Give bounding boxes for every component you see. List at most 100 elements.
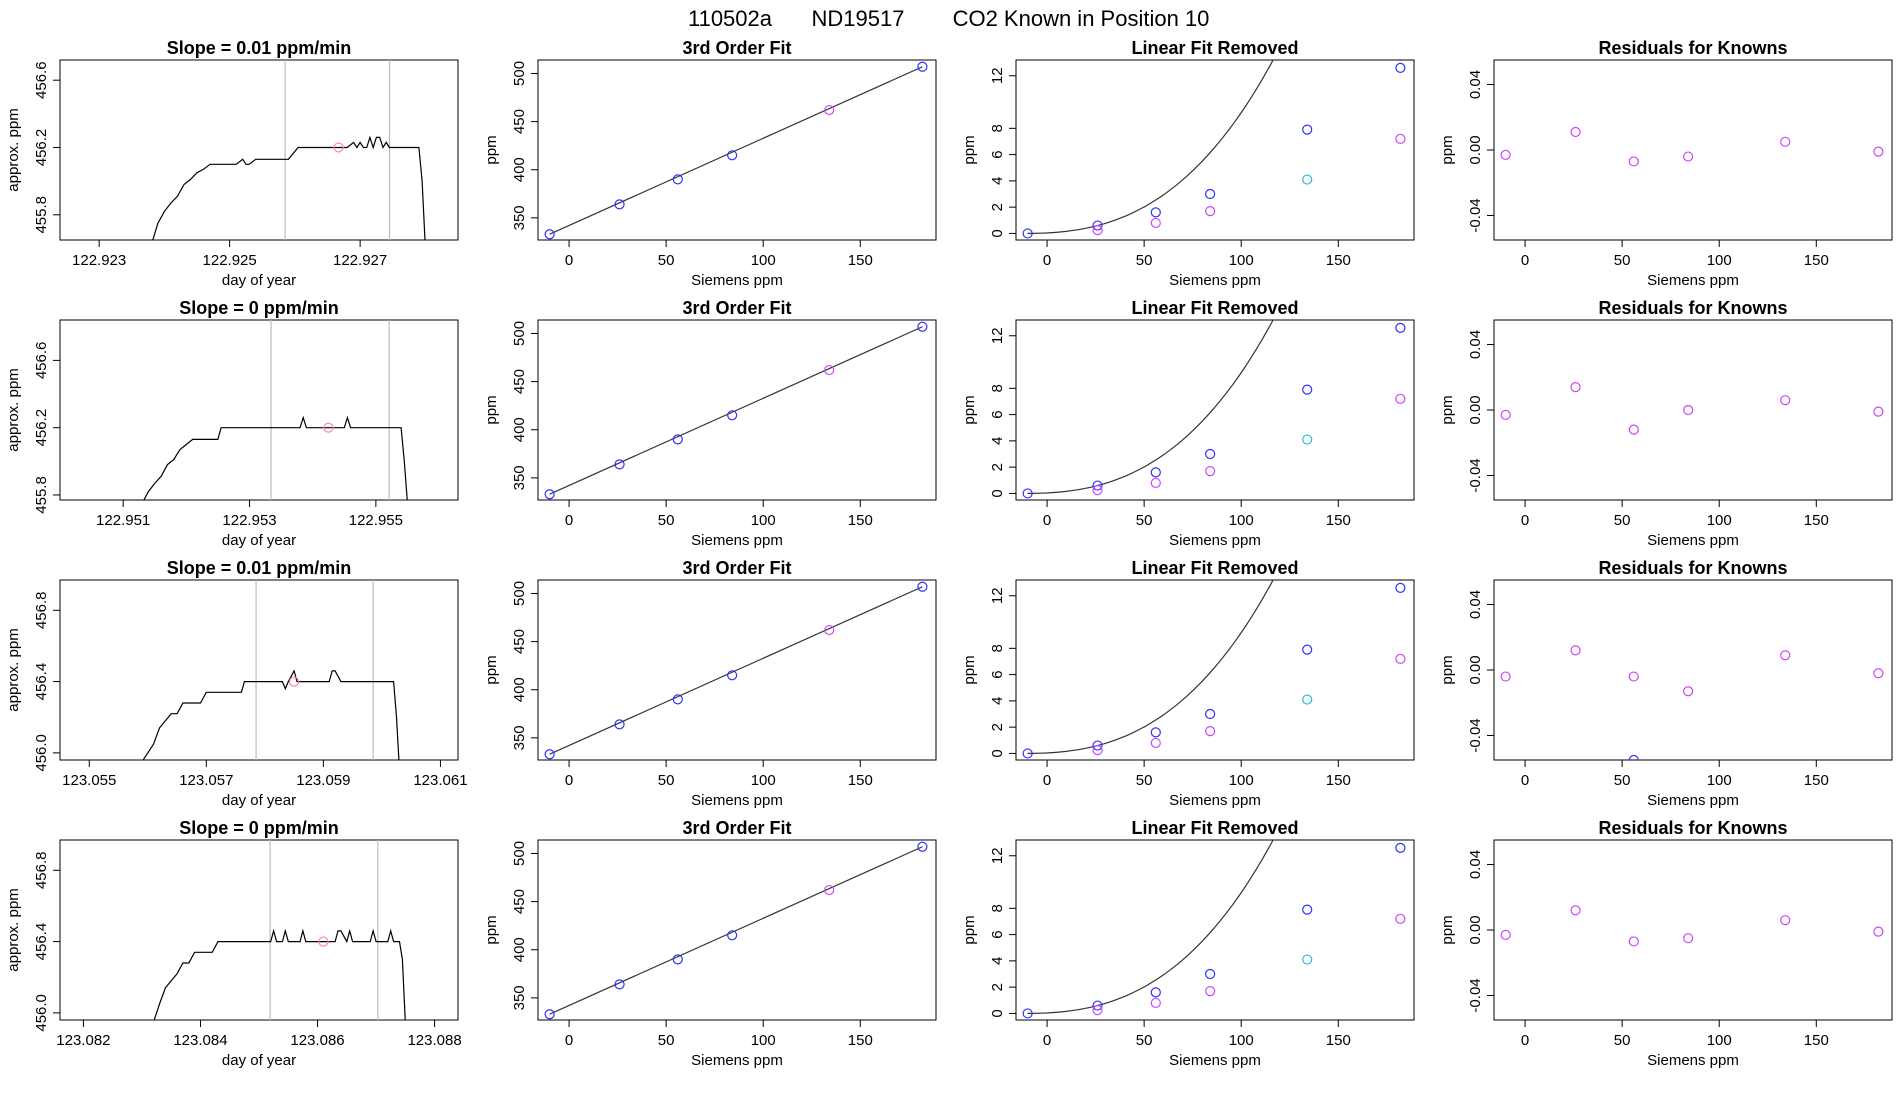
- chart-title: Slope = 0.01 ppm/min: [167, 558, 352, 578]
- panel-grid: Slope = 0.01 ppm/min 122.923 122.925 122.92…: [5, 38, 1893, 1069]
- chart-title: Slope = 0 ppm/min: [179, 818, 339, 838]
- x-tick-label: 150: [1326, 1032, 1351, 1049]
- figure-title-serial: ND19517: [812, 6, 905, 31]
- data-point: [727, 150, 738, 161]
- x-tick-label: 50: [1614, 1032, 1631, 1049]
- y-tick-label: 0.00: [1467, 655, 1484, 684]
- x-tick-label: 100: [1707, 252, 1732, 269]
- x-tick-label: 150: [848, 772, 873, 789]
- data-point: [1395, 133, 1406, 144]
- data-point: [1022, 1008, 1033, 1019]
- data-point: [824, 364, 835, 376]
- data-point: [614, 979, 625, 990]
- x-tick-label: 122.923: [72, 252, 126, 269]
- x-axis-label: Siemens ppm: [1647, 792, 1739, 809]
- data-point: [1500, 929, 1511, 941]
- data-point: [1570, 645, 1581, 656]
- y-tick-label: 12: [989, 587, 1006, 604]
- data-point: [1302, 384, 1313, 395]
- x-axis-label: day of year: [222, 792, 296, 809]
- y-tick-label: -0.04: [1467, 198, 1484, 232]
- x-tick-label: 0: [1521, 772, 1529, 789]
- plot-area: [1500, 645, 1884, 760]
- y-tick-label: 450: [511, 369, 528, 394]
- chart-panel: Residuals for Knowns 0 50 100 150 -0.04 0.00 0.…: [1439, 558, 1893, 809]
- data-point: [1150, 477, 1161, 489]
- chart-panel: Residuals for Knowns 0 50 100 150 -0.04 0.00 0.…: [1439, 298, 1893, 549]
- plot-area: [544, 321, 928, 500]
- data-point: [1395, 582, 1406, 593]
- x-tick-label: 150: [848, 252, 873, 269]
- plot-frame: [59, 839, 459, 1021]
- data-point: [1683, 404, 1694, 416]
- chart-panel: Slope = 0 ppm/min 123.082 123.084 123.086 12…: [5, 818, 462, 1069]
- data-point: [1873, 926, 1884, 937]
- x-tick-label: 100: [1707, 512, 1732, 529]
- data-point: [614, 199, 625, 210]
- plot-frame: [59, 319, 459, 501]
- data-point: [1092, 740, 1103, 751]
- data-point: [1205, 188, 1216, 200]
- x-tick-label: 123.082: [56, 1032, 110, 1049]
- x-tick-label: 100: [751, 1032, 776, 1049]
- y-tick-label: -0.04: [1467, 718, 1484, 752]
- data-point: [544, 749, 555, 760]
- y-tick-label: 456.8: [33, 852, 50, 890]
- fit-line: [549, 66, 923, 235]
- chart-panel: 3rd Order Fit 0 50 100 150 350 400 450 500 Siemen…: [483, 818, 937, 1069]
- data-point: [1780, 395, 1791, 406]
- chart-title: 3rd Order Fit: [682, 38, 791, 58]
- data-point: [1205, 725, 1216, 737]
- x-tick-label: 0: [1043, 1032, 1051, 1049]
- chart-title: 3rd Order Fit: [682, 558, 791, 578]
- x-tick-label: 50: [658, 512, 675, 529]
- x-tick-label: 50: [1614, 772, 1631, 789]
- x-axis-label: Siemens ppm: [1647, 272, 1739, 289]
- figure-title-text: CO2 Known in Position 10: [953, 6, 1210, 31]
- plot-frame: [1015, 839, 1415, 1021]
- y-axis-label: approx. ppm: [5, 368, 22, 451]
- data-point: [824, 104, 835, 116]
- x-tick-label: 0: [565, 1032, 573, 1049]
- x-axis-label: Siemens ppm: [691, 532, 783, 549]
- data-point: [1302, 954, 1313, 965]
- y-axis-label: approx. ppm: [5, 108, 22, 191]
- y-axis-label: ppm: [483, 655, 500, 684]
- data-point: [1780, 136, 1791, 147]
- plot-area: [544, 841, 928, 1020]
- y-tick-label: 0: [989, 489, 1006, 497]
- chart-title: Linear Fit Removed: [1131, 818, 1298, 838]
- data-point: [1302, 694, 1313, 705]
- x-axis-label: Siemens ppm: [691, 272, 783, 289]
- y-tick-label: 8: [989, 384, 1006, 392]
- data-point: [1628, 754, 1639, 760]
- x-tick-label: 122.927: [333, 252, 387, 269]
- y-tick-label: 0.00: [1467, 135, 1484, 164]
- y-tick-label: 0: [989, 749, 1006, 757]
- x-axis-label: Siemens ppm: [1647, 1052, 1739, 1069]
- y-tick-label: 6: [989, 150, 1006, 158]
- data-point: [1395, 842, 1406, 853]
- x-tick-label: 50: [1136, 772, 1153, 789]
- x-tick-label: 0: [1521, 512, 1529, 529]
- fit-line: [549, 586, 923, 755]
- data-point: [1628, 424, 1639, 435]
- x-tick-label: 123.088: [407, 1032, 461, 1049]
- y-tick-label: 8: [989, 904, 1006, 912]
- x-axis-label: Siemens ppm: [1647, 532, 1739, 549]
- chart-panel: Linear Fit Removed 0 50 100 150 0 2 4 6 8 12 Siemen…: [961, 38, 1415, 289]
- x-tick-label: 0: [565, 512, 573, 529]
- plot-frame: [1015, 59, 1415, 241]
- chart-title: Residuals for Knowns: [1598, 38, 1787, 58]
- y-axis-label: approx. ppm: [5, 888, 22, 971]
- plot-frame: [59, 59, 459, 241]
- y-axis-label: ppm: [1439, 655, 1456, 684]
- data-point: [672, 694, 683, 705]
- fit-curve: [1027, 60, 1274, 234]
- plot-area: [1500, 381, 1884, 435]
- data-point: [1092, 485, 1103, 496]
- y-tick-label: 0.00: [1467, 915, 1484, 944]
- chart-title: Residuals for Knowns: [1598, 558, 1787, 578]
- x-tick-label: 50: [1136, 252, 1153, 269]
- plot-area: [153, 840, 406, 1020]
